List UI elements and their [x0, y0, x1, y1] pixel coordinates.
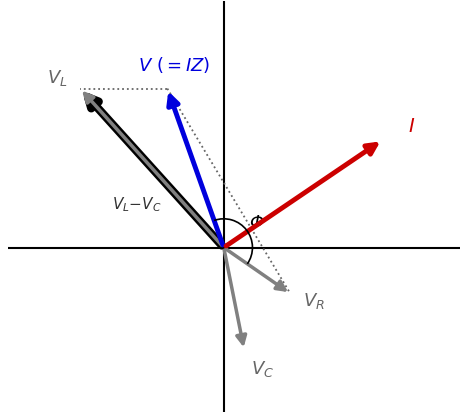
Text: $V\ (=IZ)$: $V\ (=IZ)$ [139, 55, 211, 75]
Text: $V_L$: $V_L$ [47, 68, 68, 88]
Text: $I$: $I$ [408, 117, 415, 136]
Text: Φ: Φ [249, 214, 263, 232]
Text: $V_L$$-$$V_C$: $V_L$$-$$V_C$ [112, 195, 161, 214]
Text: $V_R$: $V_R$ [303, 291, 325, 311]
Text: $V_C$: $V_C$ [251, 358, 274, 379]
